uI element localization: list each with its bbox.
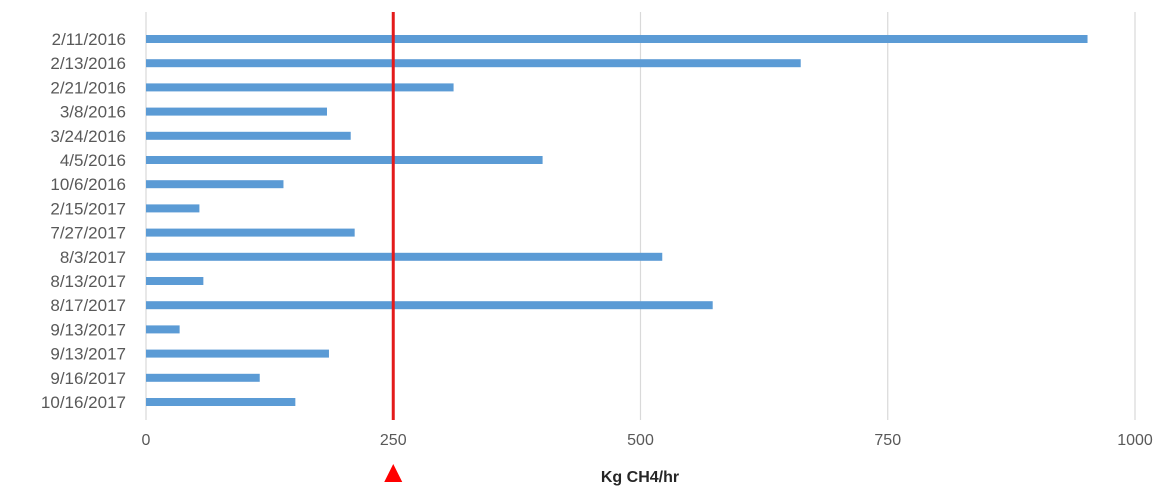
bar [146, 180, 284, 189]
bar [146, 131, 351, 140]
category-label: 10/16/2017 [41, 393, 126, 412]
x-tick-label: 250 [380, 432, 407, 449]
x-tick-label: 0 [142, 432, 151, 449]
bar [146, 83, 454, 92]
bar [146, 35, 1088, 43]
reference-line-group [384, 12, 403, 482]
x-axis-title: Kg CH4/hr [601, 469, 679, 486]
x-tick-labels: 0 250 500 750 1000 [142, 432, 1153, 449]
category-label: 7/27/2017 [50, 224, 126, 243]
bar [146, 156, 543, 164]
category-labels: 2/11/2016 2/13/2016 2/21/2016 3/8/2016 3/24/… [41, 30, 126, 412]
category-label: 9/13/2017 [50, 320, 126, 339]
grid-lines [145, 12, 1136, 420]
x-tick-label: 500 [627, 432, 654, 449]
reference-marker-triangle [384, 464, 403, 482]
category-label: 10/6/2016 [50, 175, 126, 194]
bar [146, 107, 327, 116]
bar [146, 59, 801, 68]
bar [146, 325, 180, 334]
x-tick-label: 1000 [1117, 432, 1153, 449]
bar [146, 277, 204, 285]
category-label: 3/24/2016 [50, 127, 126, 146]
bar [146, 228, 355, 237]
bar [146, 373, 260, 382]
category-label: 2/13/2016 [50, 54, 126, 73]
bar [146, 349, 329, 358]
bar [146, 398, 296, 406]
category-label: 8/3/2017 [60, 248, 126, 267]
category-label: 4/5/2016 [60, 151, 126, 170]
bar [146, 301, 713, 310]
x-tick-label: 750 [874, 432, 901, 449]
category-label: 9/13/2017 [50, 345, 126, 364]
category-label: 8/13/2017 [50, 272, 126, 291]
bar [146, 252, 663, 261]
bar [146, 204, 200, 213]
bars [146, 35, 1088, 406]
category-label: 3/8/2016 [60, 103, 126, 122]
category-label: 8/17/2017 [50, 296, 126, 315]
category-label: 9/16/2017 [50, 369, 126, 388]
category-label: 2/11/2016 [52, 30, 126, 49]
category-label: 2/15/2017 [50, 199, 126, 218]
category-label: 2/21/2016 [50, 78, 126, 97]
